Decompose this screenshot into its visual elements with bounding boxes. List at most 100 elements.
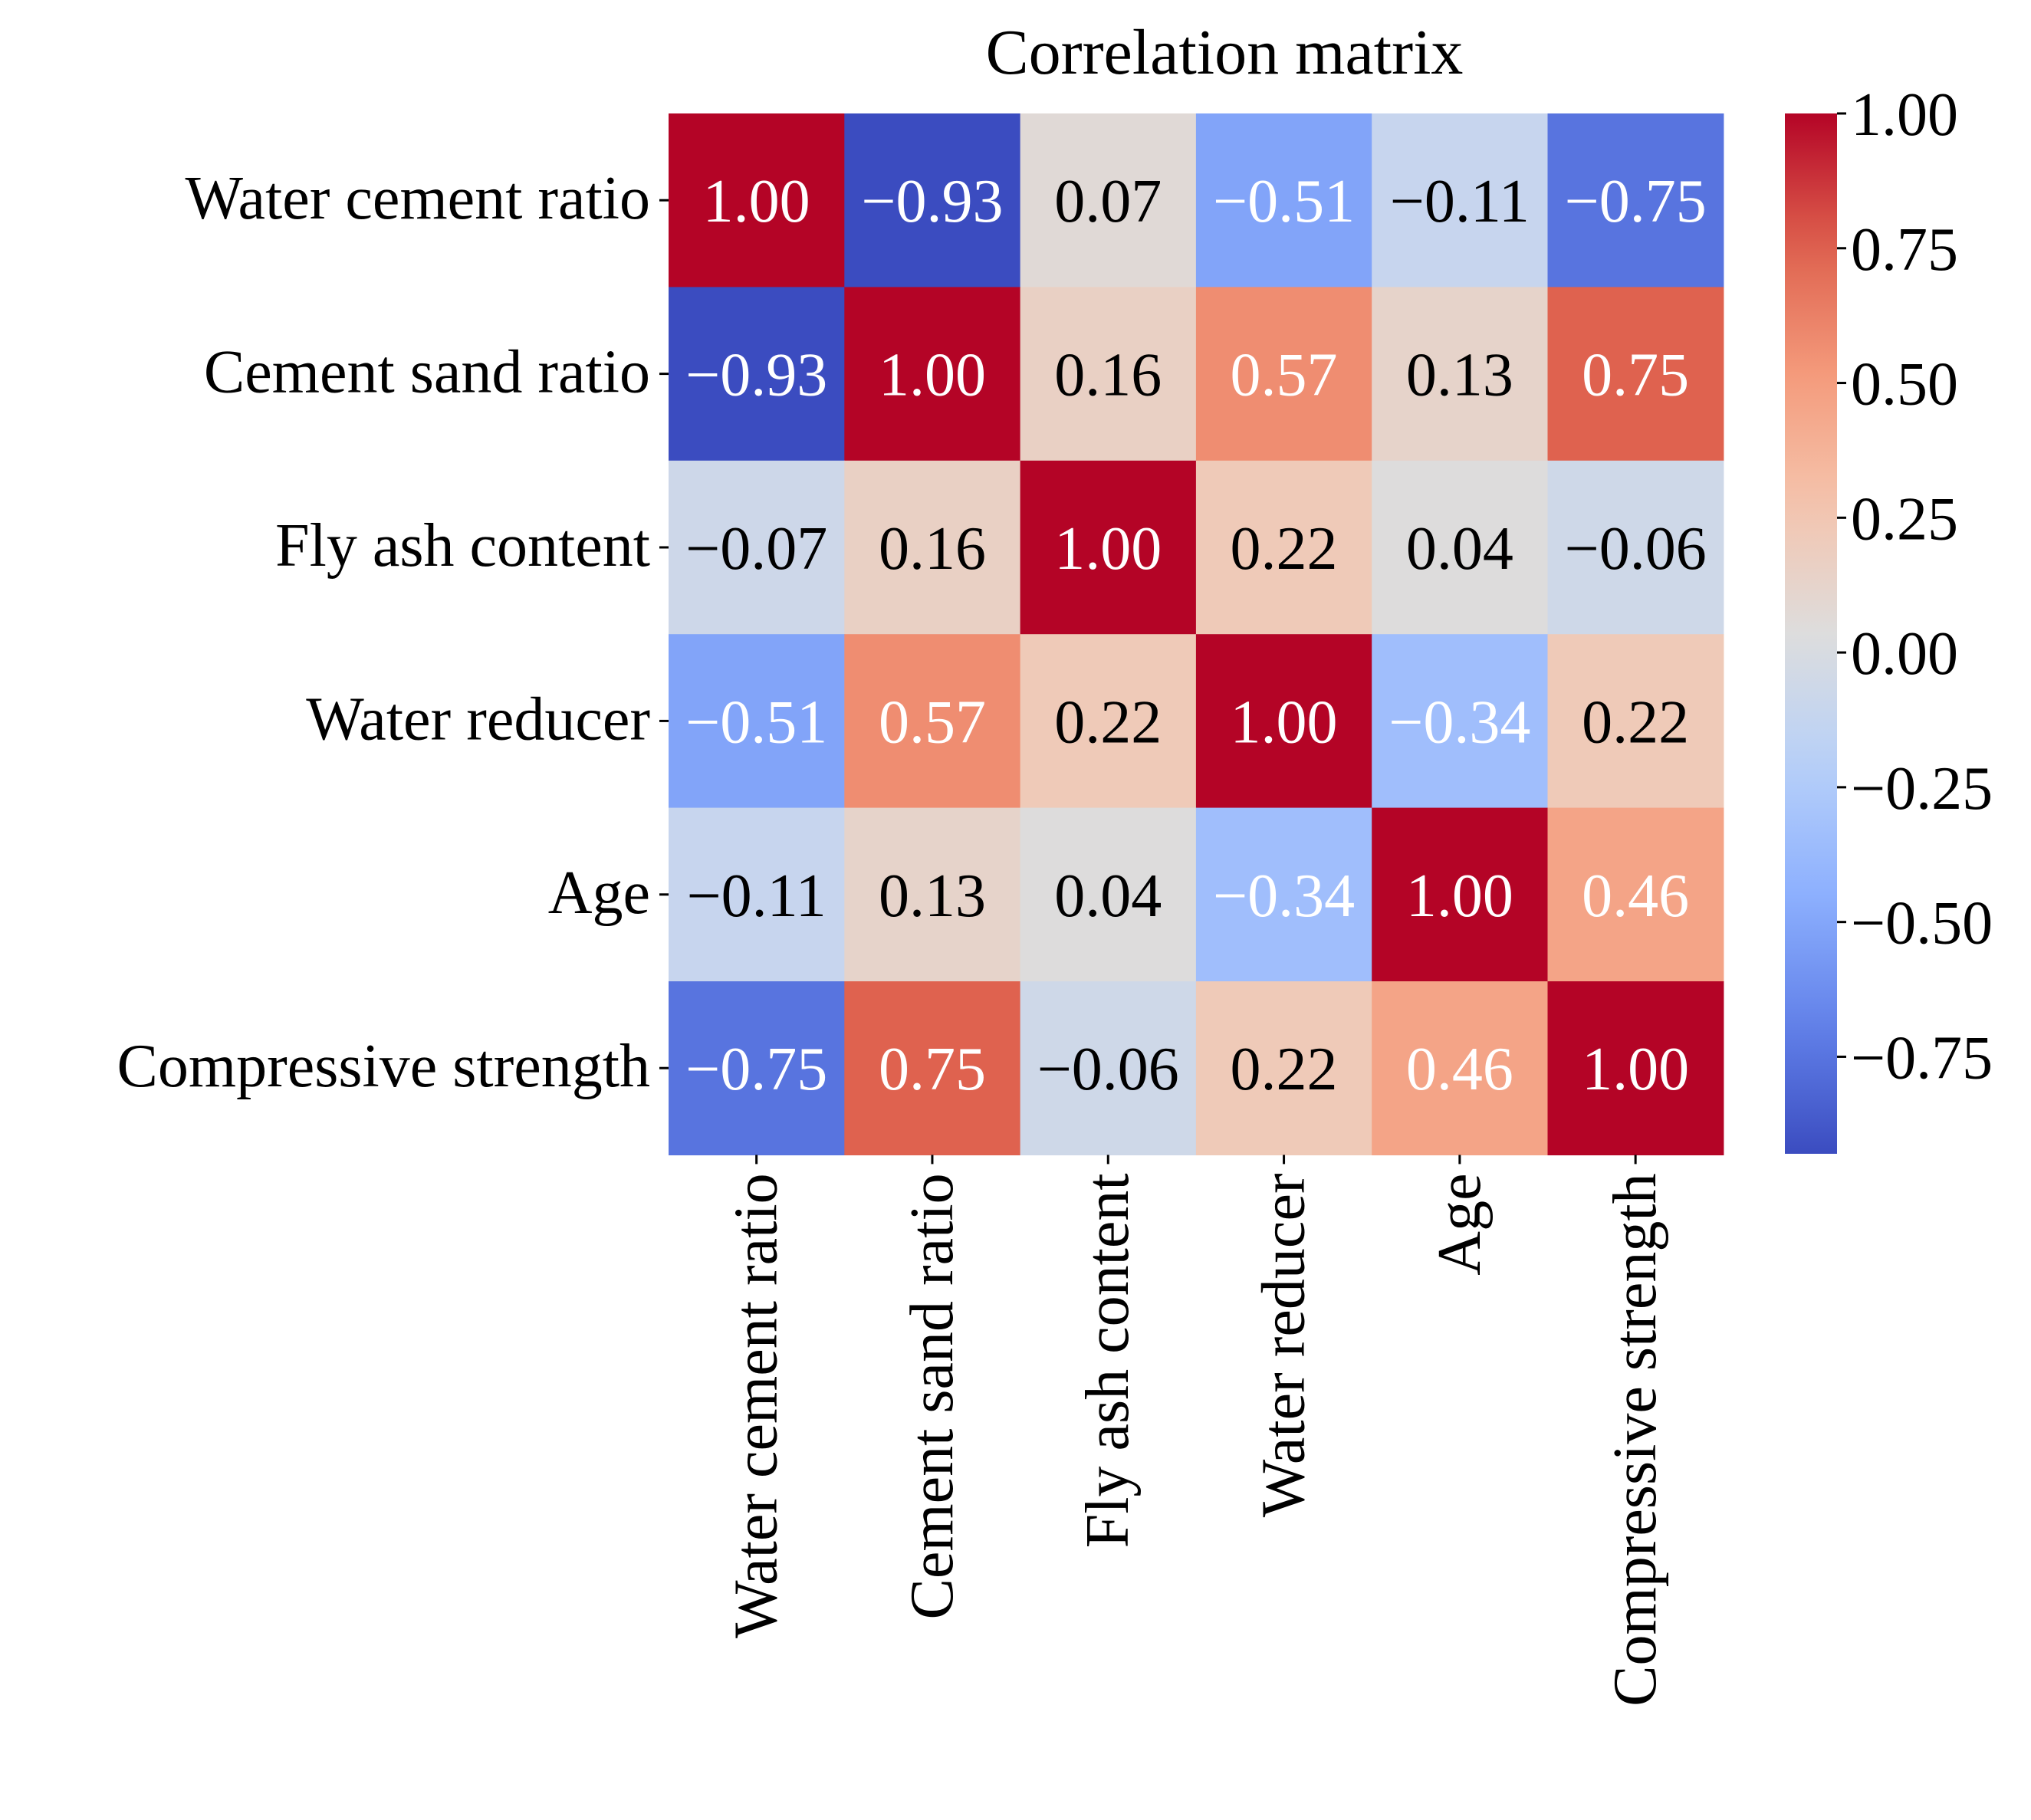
cell-annotation: 0.04 — [1406, 515, 1513, 583]
cell-annotation: 0.16 — [1054, 342, 1162, 409]
cell-annotation: 1.00 — [1231, 688, 1338, 756]
heatmap-cell — [1195, 981, 1372, 1155]
column-label: Water cement ratio — [723, 1173, 790, 1638]
cell-annotation: 0.16 — [879, 515, 986, 583]
row-label: Cement sand ratio — [204, 339, 650, 406]
cell-annotation: 0.22 — [1054, 688, 1162, 756]
heatmap-cell — [1547, 634, 1724, 809]
heatmap-cell — [1372, 287, 1549, 462]
cell-annotation: −0.34 — [1213, 862, 1355, 930]
cell-annotation: 1.00 — [1582, 1036, 1689, 1103]
cell-annotation: 1.00 — [1054, 515, 1162, 583]
heatmap-cell — [1020, 634, 1197, 809]
row-label: Compressive strength — [117, 1033, 650, 1100]
cell-annotation: −0.93 — [685, 342, 827, 409]
column-label: Age — [1426, 1173, 1494, 1275]
row-label: Water cement ratio — [185, 165, 650, 232]
colorbar-tick-label: −0.75 — [1851, 1024, 1993, 1092]
colorbar-tick-label: −0.25 — [1851, 755, 1993, 823]
column-labels: Water cement ratio Cement sand ratio Fly a… — [723, 1155, 1669, 1707]
heatmap-cell — [1372, 113, 1549, 287]
heatmap-cell — [1547, 460, 1724, 635]
heatmap-cell — [1195, 807, 1372, 982]
cell-annotation: 1.00 — [703, 168, 810, 235]
colorbar-ticks: 1.00 0.75 0.50 0.25 0.00 −0.25 −0.50 −0.75 — [1837, 81, 1993, 1092]
heatmap-cell — [1020, 113, 1197, 287]
heatmap-cell — [1547, 807, 1724, 982]
heatmap-cell — [1372, 460, 1549, 635]
heatmap-cell — [844, 460, 1021, 635]
cell-annotation: −0.06 — [1037, 1036, 1179, 1103]
heatmap-cell — [1372, 807, 1549, 982]
heatmap-cell — [1195, 634, 1372, 809]
cell-annotation: 0.22 — [1582, 688, 1689, 756]
cell-annotation: −0.06 — [1565, 515, 1707, 583]
cell-annotation: −0.34 — [1389, 688, 1530, 756]
colorbar-tick-label: 0.75 — [1851, 216, 1958, 284]
cell-annotation: 0.13 — [1406, 342, 1513, 409]
cell-annotation: 0.04 — [1054, 862, 1162, 930]
cell-annotation: 0.46 — [1582, 862, 1689, 930]
heatmap-cell — [1020, 981, 1197, 1155]
colorbar-tick-label: 0.00 — [1851, 620, 1958, 688]
heatmap-cell — [1020, 460, 1197, 635]
heatmap-cell — [1547, 981, 1724, 1155]
cell-annotation: 0.13 — [879, 862, 986, 930]
row-labels: Water cement ratio Cement sand ratio Fly a… — [117, 165, 669, 1100]
row-label: Water reducer — [306, 685, 650, 753]
cell-annotation: 0.75 — [1582, 342, 1689, 409]
heatmap-cell — [844, 113, 1021, 287]
cell-annotation: −0.07 — [685, 515, 827, 583]
cell-annotation: 0.22 — [1231, 515, 1338, 583]
heatmap-cell — [669, 287, 845, 462]
cell-annotation: −0.75 — [685, 1036, 827, 1103]
cell-annotation: −0.51 — [685, 688, 827, 756]
cell-annotation: 0.57 — [879, 688, 986, 756]
cell-annotation: 0.22 — [1231, 1036, 1338, 1103]
cell-annotation: 1.00 — [1406, 862, 1513, 930]
cell-annotations: 1.00 −0.93 0.07 −0.51 −0.11 −0.75 −0.93 1.00 0.1… — [685, 168, 1707, 1103]
heatmap-cell — [669, 981, 845, 1155]
column-label: Water reducer — [1250, 1173, 1318, 1517]
heatmap-cell — [1195, 113, 1372, 287]
heatmap-cell — [1372, 981, 1549, 1155]
column-label: Fly ash content — [1074, 1173, 1142, 1548]
cell-annotation: −0.11 — [1390, 168, 1530, 235]
row-label: Fly ash content — [275, 512, 650, 580]
heatmap-cell — [1547, 113, 1724, 287]
heatmap-cell — [844, 634, 1021, 809]
heatmap-cell — [669, 113, 845, 287]
cell-annotation: 0.46 — [1406, 1036, 1513, 1103]
cell-annotation: −0.11 — [687, 862, 827, 930]
colorbar-tick-label: 1.00 — [1851, 81, 1958, 149]
cell-annotation: 0.57 — [1231, 342, 1338, 409]
row-label: Age — [548, 859, 650, 927]
cell-annotation: −0.51 — [1213, 168, 1355, 235]
colorbar — [1785, 113, 1837, 1154]
cell-annotation: 0.75 — [879, 1036, 986, 1103]
cell-annotation: 0.07 — [1054, 168, 1162, 235]
column-label: Compressive strength — [1602, 1173, 1669, 1706]
heatmap-cell — [1195, 287, 1372, 462]
heatmap-cells — [669, 113, 1724, 1155]
cell-annotation: −0.93 — [861, 168, 1003, 235]
heatmap-cell — [1020, 287, 1197, 462]
heatmap-cell — [1547, 287, 1724, 462]
heatmap-cell — [669, 807, 845, 982]
cell-annotation: 1.00 — [879, 342, 986, 409]
heatmap-cell — [669, 460, 845, 635]
heatmap-cell — [1020, 807, 1197, 982]
heatmap-cell — [669, 634, 845, 809]
column-label: Cement sand ratio — [899, 1173, 966, 1619]
cell-annotation: −0.75 — [1565, 168, 1707, 235]
colorbar-tick-label: 0.50 — [1851, 351, 1958, 419]
heatmap-cell — [1372, 634, 1549, 809]
heatmap-cell — [844, 287, 1021, 462]
heatmap-cell — [844, 981, 1021, 1155]
colorbar-tick-label: 0.25 — [1851, 485, 1958, 553]
heatmap-cell — [844, 807, 1021, 982]
chart-title: Correlation matrix — [986, 17, 1464, 88]
heatmap-cell — [1195, 460, 1372, 635]
colorbar-tick-label: −0.50 — [1851, 890, 1993, 958]
